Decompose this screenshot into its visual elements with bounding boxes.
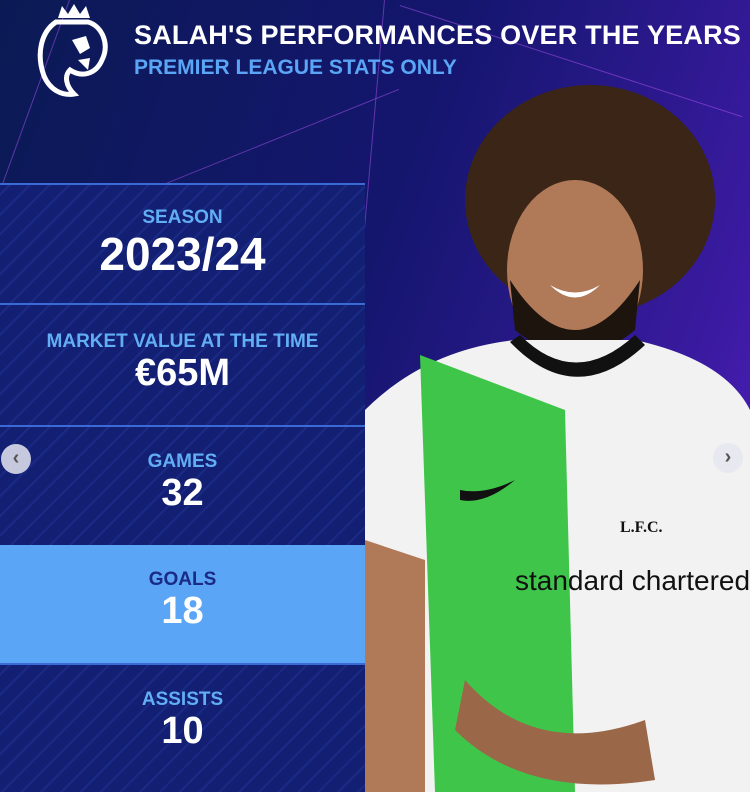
stat-games: GAMES 32 [0,425,365,545]
club-crest-text: L.F.C. [620,519,663,536]
stat-label: SEASON [142,207,223,228]
stat-label: ASSISTS [141,689,224,710]
stat-goals: GOALS 18 [0,545,365,663]
stat-assists: ASSISTS 10 [0,663,365,792]
page-subtitle: PREMIER LEAGUE STATS ONLY [134,56,457,79]
player-photo: standard chartered L.F.C. [365,80,750,792]
page-title: SALAH'S PERFORMANCES OVER THE YEARS [134,20,741,50]
stat-market-value: MARKET VALUE AT THE TIME €65M [0,303,365,425]
stat-value: €65M [134,352,231,394]
stat-value: 32 [161,472,204,514]
stat-value: 2023/24 [99,228,266,280]
premier-league-logo [37,4,108,97]
stat-label: GOALS [148,569,217,590]
stat-value: 18 [161,590,204,632]
chevron-left-icon[interactable]: ‹ [1,444,31,474]
stats-panel: SEASON 2023/24 MARKET VALUE AT THE TIME … [0,183,365,792]
stat-label: MARKET VALUE AT THE TIME [46,331,319,352]
sponsor-text: standard chartered [515,565,750,596]
stat-value: 10 [161,710,204,752]
stat-season: SEASON 2023/24 [0,183,365,303]
chevron-right-icon[interactable]: › [713,443,743,473]
stat-label: GAMES [147,451,218,472]
